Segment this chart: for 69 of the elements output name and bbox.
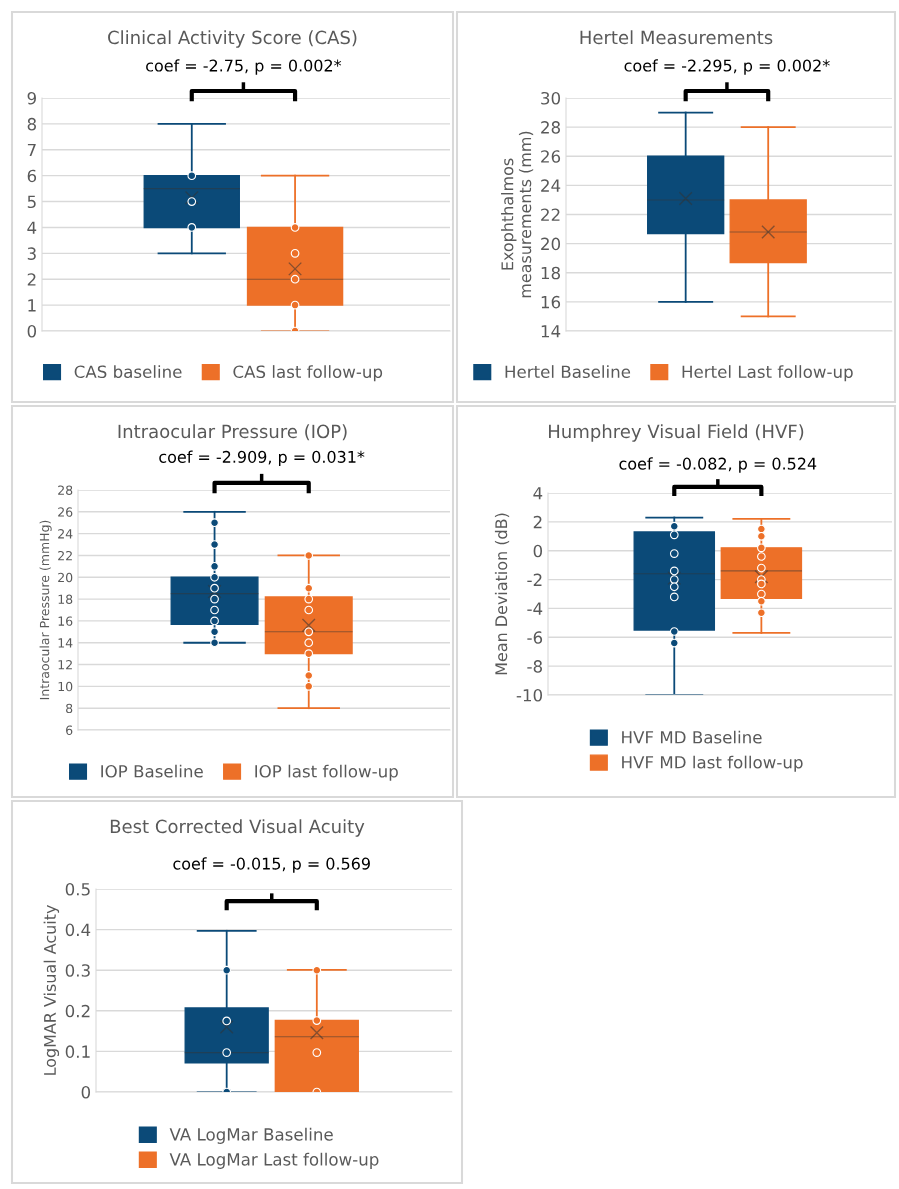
text: coef = -0.082, p = 0.524 (619, 457, 817, 473)
y-tick-label: 0.1 (65, 1045, 90, 1058)
y-tick-label: 8 (27, 117, 36, 131)
text: coef = -2.75, p = 0.002* (146, 59, 342, 75)
y-tick-label: -10 (516, 688, 543, 702)
text: coef = -0.015, p = 0.569 (173, 857, 370, 873)
y-tick-label: 3 (27, 247, 36, 260)
y-tick-label: 4 (533, 487, 543, 500)
legend-label: HVF MD last follow-up (622, 755, 803, 772)
y-tick-label: 6 (27, 169, 37, 183)
y-tick-label: 0 (27, 324, 37, 338)
y-tick-label: 12 (58, 660, 72, 670)
legend-label: Hertel Last follow-up (682, 365, 853, 382)
y-tick-label: 22 (541, 208, 560, 221)
y-axis-title: LogMAR Visual Acuity (43, 905, 60, 1075)
y-tick-label: 26 (58, 507, 73, 517)
y-tick-label: 5 (27, 195, 36, 209)
y-tick-label: -4 (527, 602, 543, 615)
chart-title: Best Corrected Visual Acuity (110, 819, 365, 837)
y-tick-label: -8 (527, 660, 542, 673)
y-tick-label: 2 (533, 515, 542, 529)
y-tick-label: 9 (27, 91, 36, 105)
y-tick-label: -2 (527, 573, 542, 586)
legend-label: VA LogMar Baseline (169, 1127, 333, 1144)
y-tick-label: 14 (58, 638, 73, 648)
legend-label: CAS last follow-up (233, 365, 383, 382)
y-tick-label: 28 (58, 485, 73, 495)
y-tick-label: 0 (533, 544, 543, 558)
y-tick-label: 28 (541, 121, 560, 134)
y-tick-label: 16 (541, 295, 561, 309)
text: coef = -2.909, p = 0.031* (159, 450, 365, 466)
y-tick-label: 16 (58, 616, 73, 626)
legend-label: IOP Baseline (101, 764, 203, 778)
legend-label: Hertel Baseline (505, 365, 631, 379)
y-axis-title: Intraocular Pressure (mmHg) (39, 520, 52, 700)
text: coef = -2.295, p = 0.002* (624, 59, 830, 75)
chart-title: Humphrey Visual Field (HVF) (549, 424, 804, 442)
chart-title: Clinical Activity Score (CAS) (108, 30, 357, 48)
y-tick-label: 6 (66, 725, 73, 735)
chart-title: Intraocular Pressure (IOP) (118, 424, 347, 441)
y-axis-title: Exophthalmos measurements (mm) (501, 131, 534, 298)
y-tick-label: 0 (81, 1085, 91, 1099)
y-tick-label: 20 (58, 572, 73, 583)
legend-label: CAS baseline (74, 365, 182, 379)
legend-label: VA LogMar Last follow-up (169, 1152, 379, 1169)
y-tick-label: 30 (541, 91, 561, 105)
y-tick-label: 18 (58, 594, 73, 605)
chart-title: Hertel Measurements (580, 30, 773, 45)
y-tick-label: 22 (58, 550, 72, 561)
y-tick-label: 2 (27, 273, 36, 286)
y-tick-label: 7 (27, 143, 36, 157)
y-tick-label: 0.4 (65, 923, 91, 937)
y-tick-label: -6 (527, 631, 543, 644)
legend-label: HVF MD Baseline (622, 730, 762, 744)
y-tick-label: 26 (541, 150, 561, 163)
y-tick-label: 0.3 (65, 964, 90, 977)
y-tick-label: 20 (541, 237, 561, 251)
y-tick-label: 24 (58, 529, 73, 539)
y-tick-label: 24 (541, 179, 561, 192)
y-tick-label: 18 (541, 266, 560, 280)
y-axis-title: Mean Deviation (dB) (494, 513, 510, 675)
y-tick-label: 0.2 (65, 1004, 90, 1018)
y-tick-label: 8 (66, 703, 73, 714)
legend-label: IOP last follow-up (255, 764, 398, 781)
y-tick-label: 10 (58, 681, 73, 692)
y-tick-label: 1 (28, 299, 36, 312)
y-tick-label: 14 (541, 325, 561, 338)
y-tick-label: 0.5 (65, 882, 90, 896)
y-tick-label: 4 (27, 221, 37, 234)
